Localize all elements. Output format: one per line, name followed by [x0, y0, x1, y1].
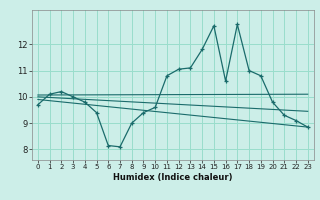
X-axis label: Humidex (Indice chaleur): Humidex (Indice chaleur) — [113, 173, 233, 182]
